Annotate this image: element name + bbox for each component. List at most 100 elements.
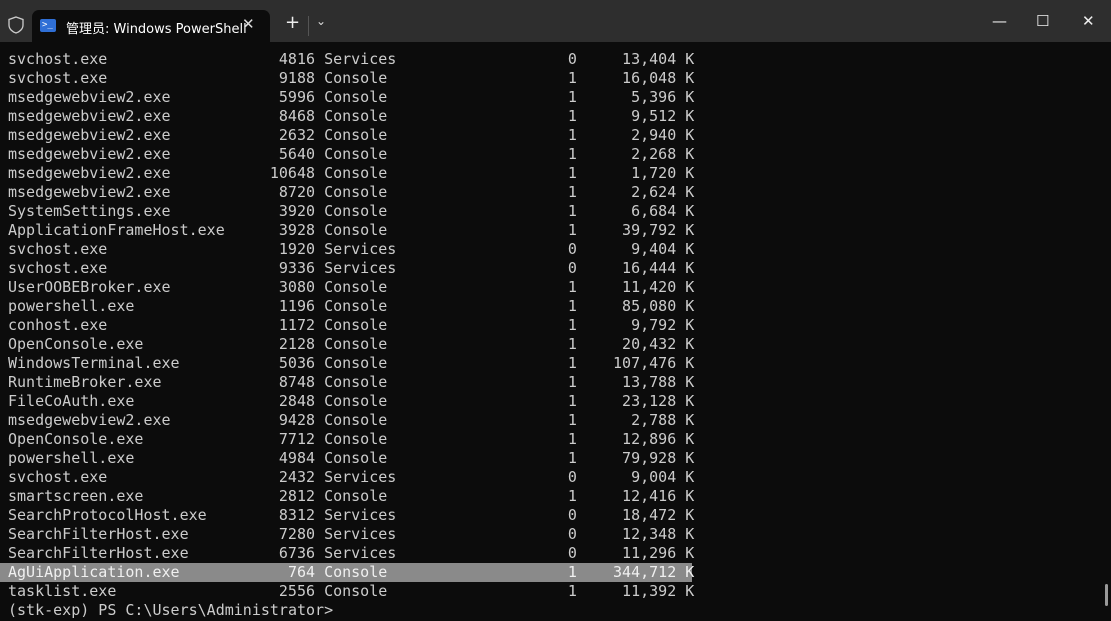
process-pid: 3080 — [278, 278, 316, 296]
process-num: 1 — [567, 392, 577, 410]
process-num: 1 — [567, 183, 577, 201]
process-name: OpenConsole.exe — [8, 430, 144, 448]
new-tab-button[interactable]: + — [285, 12, 301, 33]
minimize-button[interactable]: — — [992, 12, 1007, 30]
process-row: svchost.exe 9336 Services 0 16,444 K — [8, 259, 694, 278]
divider — [308, 16, 309, 36]
process-mem: 13,404 K — [622, 50, 695, 68]
process-name: msedgewebview2.exe — [8, 183, 171, 201]
process-session: Services — [324, 468, 397, 486]
process-row: SearchProtocolHost.exe 8312 Services 0 1… — [8, 506, 694, 525]
process-pid: 4984 — [278, 449, 316, 467]
process-session: Console — [324, 449, 388, 467]
process-session: Console — [324, 202, 388, 220]
process-pid: 10648 — [269, 164, 316, 182]
process-name: RuntimeBroker.exe — [8, 373, 162, 391]
process-name: msedgewebview2.exe — [8, 88, 171, 106]
process-name: svchost.exe — [8, 259, 108, 277]
process-num: 1 — [567, 107, 577, 125]
process-name: msedgewebview2.exe — [8, 107, 171, 125]
process-pid: 3928 — [278, 221, 316, 239]
process-pid: 4816 — [278, 50, 316, 68]
process-row: conhost.exe 1172 Console 1 9,792 K — [8, 316, 694, 335]
process-session: Console — [324, 164, 388, 182]
process-row: svchost.exe 4816 Services 0 13,404 K — [8, 50, 694, 69]
process-row: RuntimeBroker.exe 8748 Console 1 13,788 … — [8, 373, 694, 392]
process-mem: 2,268 K — [631, 145, 695, 163]
process-session: Console — [324, 221, 388, 239]
process-mem: 12,348 K — [622, 525, 695, 543]
process-num: 1 — [567, 202, 577, 220]
maximize-button[interactable]: ☐ — [1036, 12, 1050, 30]
process-row: UserOOBEBroker.exe 3080 Console 1 11,420… — [8, 278, 694, 297]
process-session: Console — [324, 335, 388, 353]
process-num: 0 — [567, 240, 577, 258]
prompt-line[interactable]: (stk-exp) PS C:\Users\Administrator> — [8, 601, 334, 619]
process-row: svchost.exe 9188 Console 1 16,048 K — [8, 69, 694, 88]
process-session: Console — [324, 582, 388, 600]
process-mem: 9,512 K — [631, 107, 695, 125]
process-row: svchost.exe 2432 Services 0 9,004 K — [8, 468, 694, 487]
process-name: SystemSettings.exe — [8, 202, 171, 220]
process-pid: 6736 — [278, 544, 316, 562]
process-mem: 79,928 K — [622, 449, 695, 467]
process-name: svchost.exe — [8, 240, 108, 258]
process-session: Services — [324, 506, 397, 524]
process-pid: 764 — [287, 563, 316, 581]
process-session: Services — [324, 50, 397, 68]
process-mem: 16,444 K — [622, 259, 695, 277]
process-mem: 9,004 K — [631, 468, 695, 486]
process-name: smartscreen.exe — [8, 487, 144, 505]
scrollbar[interactable] — [1105, 584, 1108, 606]
process-session: Services — [324, 240, 397, 258]
process-session: Console — [324, 278, 388, 296]
process-num: 1 — [567, 88, 577, 106]
process-pid: 3920 — [278, 202, 316, 220]
close-window-button[interactable]: ✕ — [1082, 12, 1095, 30]
process-mem: 2,624 K — [631, 183, 695, 201]
process-row: ApplicationFrameHost.exe 3928 Console 1 … — [8, 221, 694, 240]
close-tab-icon[interactable]: ✕ — [242, 15, 255, 33]
process-row: powershell.exe 1196 Console 1 85,080 K — [8, 297, 694, 316]
process-name: msedgewebview2.exe — [8, 164, 171, 182]
process-mem: 6,684 K — [631, 202, 695, 220]
process-session: Console — [324, 297, 388, 315]
process-pid: 7712 — [278, 430, 316, 448]
process-row: OpenConsole.exe 2128 Console 1 20,432 K — [8, 335, 694, 354]
process-num: 0 — [567, 50, 577, 68]
process-pid: 8468 — [278, 107, 316, 125]
process-session: Services — [324, 544, 397, 562]
process-num: 1 — [567, 316, 577, 334]
process-name: svchost.exe — [8, 468, 108, 486]
process-pid: 9336 — [278, 259, 316, 277]
process-row: msedgewebview2.exe 9428 Console 1 2,788 … — [8, 411, 694, 430]
process-name: SearchFilterHost.exe — [8, 544, 189, 562]
process-mem: 85,080 K — [622, 297, 695, 315]
process-pid: 2848 — [278, 392, 316, 410]
tab-powershell[interactable]: >_ 管理员: Windows PowerShell ✕ — [32, 10, 270, 42]
process-pid: 1196 — [278, 297, 316, 315]
process-session: Console — [324, 563, 388, 581]
process-mem: 2,940 K — [631, 126, 695, 144]
process-row: powershell.exe 4984 Console 1 79,928 K — [8, 449, 694, 468]
process-num: 1 — [567, 126, 577, 144]
process-session: Console — [324, 183, 388, 201]
process-session: Console — [324, 145, 388, 163]
process-pid: 8748 — [278, 373, 316, 391]
process-num: 1 — [567, 335, 577, 353]
process-session: Console — [324, 354, 388, 372]
process-mem: 11,420 K — [622, 278, 695, 296]
process-name: OpenConsole.exe — [8, 335, 144, 353]
process-mem: 107,476 K — [613, 354, 695, 372]
process-row: SystemSettings.exe 3920 Console 1 6,684 … — [8, 202, 694, 221]
process-pid: 2632 — [278, 126, 316, 144]
process-pid: 8312 — [278, 506, 316, 524]
chevron-down-icon[interactable]: ⌄ — [316, 14, 327, 28]
process-pid: 7280 — [278, 525, 316, 543]
process-num: 1 — [567, 582, 577, 600]
process-row-selected: AgUiApplication.exe 764 Console 1 344,71… — [0, 563, 694, 582]
process-num: 1 — [567, 278, 577, 296]
process-pid: 5996 — [278, 88, 316, 106]
process-mem: 16,048 K — [622, 69, 695, 87]
